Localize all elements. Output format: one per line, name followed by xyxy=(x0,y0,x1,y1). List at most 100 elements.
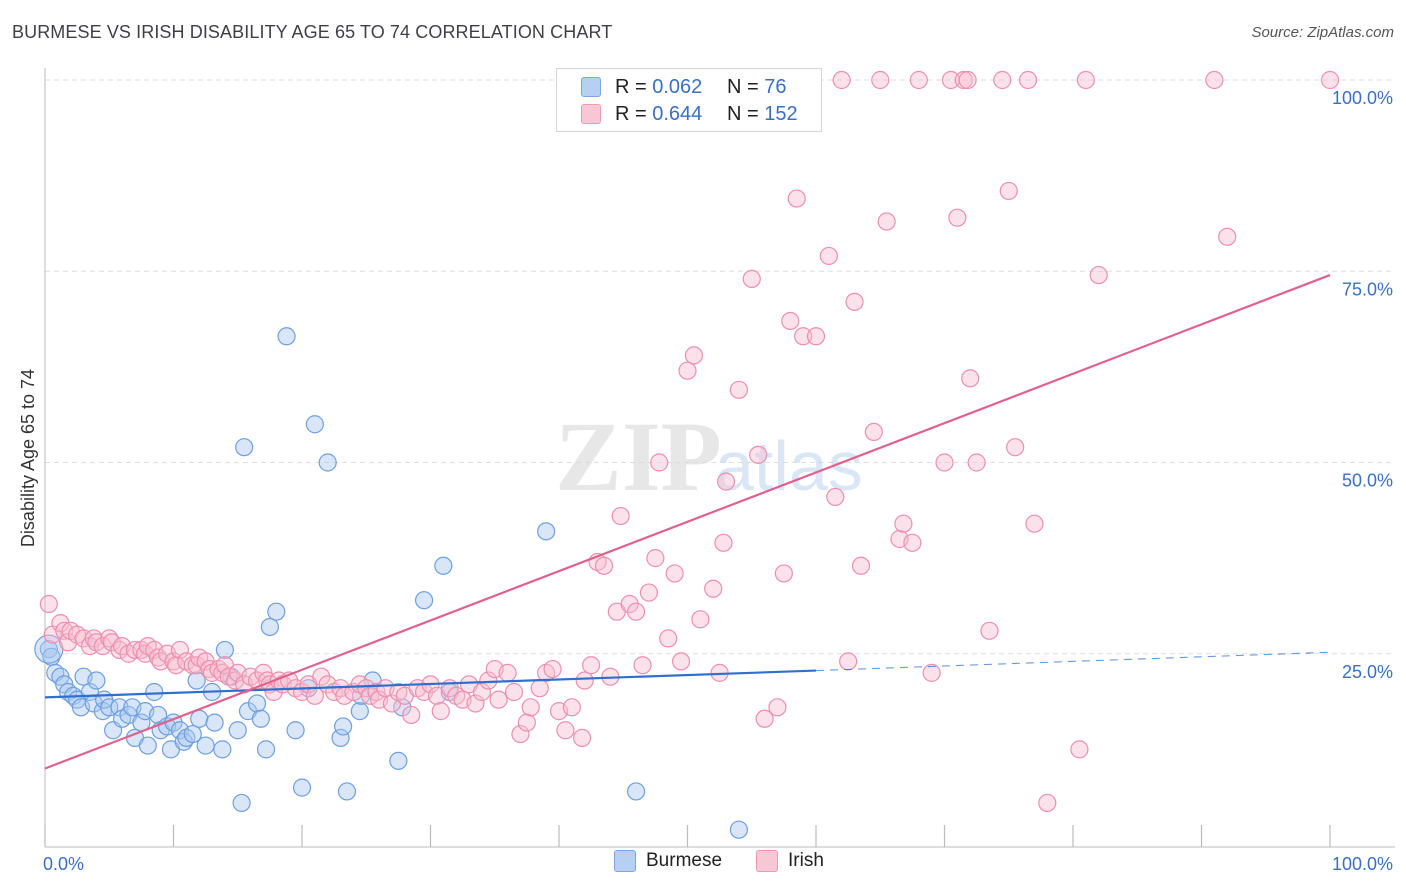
watermark: ZIP atlas xyxy=(555,401,863,512)
irish-point xyxy=(472,682,491,702)
irish-point xyxy=(819,246,838,266)
burmese-legend-swatch xyxy=(614,850,636,872)
irish-point xyxy=(958,70,977,90)
burmese-points xyxy=(34,327,749,839)
trend-lines xyxy=(44,274,1331,770)
series-legend: Burmese Irish xyxy=(0,850,1406,878)
irish-point xyxy=(839,652,858,671)
irish-point xyxy=(1025,514,1044,533)
burmese-point xyxy=(196,736,215,755)
irish-point xyxy=(787,189,806,208)
burmese-point xyxy=(138,736,157,755)
x-tick-label: 100.0% xyxy=(1332,854,1393,874)
irish-point xyxy=(832,70,851,90)
burmese-point xyxy=(232,793,251,813)
irish-point xyxy=(504,682,524,702)
irish-point xyxy=(1205,70,1224,90)
irish-trend-line xyxy=(44,274,1331,770)
irish-point xyxy=(575,671,594,690)
burmese-point xyxy=(318,453,337,472)
irish-n-label: N = xyxy=(727,102,765,125)
irish-point xyxy=(1076,70,1095,90)
y-axis-label: Disability Age 65 to 74 xyxy=(18,369,38,547)
irish-point xyxy=(466,694,485,713)
irish-point xyxy=(742,269,761,288)
irish-point xyxy=(646,549,665,568)
irish-point xyxy=(714,533,733,552)
irish-point xyxy=(431,702,450,721)
irish-point xyxy=(684,346,704,365)
irish-point xyxy=(894,514,913,533)
irish-point xyxy=(768,698,787,717)
legend-row-irish: R = 0.644 N = 152 xyxy=(581,101,827,127)
y-tick-label: 50.0% xyxy=(1342,471,1393,491)
burmese-point xyxy=(228,721,247,740)
x-tick-label: 0.0% xyxy=(43,854,84,874)
irish-point xyxy=(671,652,691,671)
irish-point xyxy=(704,579,723,598)
irish-point xyxy=(755,709,774,728)
irish-point xyxy=(903,533,922,552)
burmese-point xyxy=(205,713,224,732)
irish-point xyxy=(845,292,864,311)
correlation-legend: R = 0.062 N = 76 R = 0.644 N = 152 xyxy=(556,68,822,132)
burmese-swatch xyxy=(581,77,601,97)
irish-point xyxy=(102,633,121,652)
burmese-point xyxy=(215,640,234,660)
burmese-point xyxy=(183,724,202,744)
y-tick-label: 75.0% xyxy=(1342,279,1393,299)
burmese-point xyxy=(434,556,453,575)
irish-point xyxy=(864,422,883,441)
irish-point xyxy=(511,724,530,744)
burmese-point xyxy=(235,438,254,457)
irish-legend-label: Irish xyxy=(788,850,824,871)
irish-point xyxy=(517,713,536,732)
irish-legend-swatch xyxy=(756,850,778,872)
grid-lines xyxy=(45,79,1395,655)
irish-point xyxy=(639,583,659,602)
irish-point xyxy=(922,663,941,682)
irish-r-label: R = xyxy=(615,102,653,125)
irish-point xyxy=(1320,70,1340,90)
irish-point xyxy=(479,671,498,690)
burmese-point xyxy=(350,702,369,721)
irish-point xyxy=(1038,793,1057,813)
burmese-n-value: 76 xyxy=(764,75,787,98)
irish-point xyxy=(530,679,549,698)
irish-point xyxy=(877,212,896,231)
irish-point xyxy=(871,70,890,90)
tick-labels: 25.0% 50.0% 75.0% 100.0% 0.0% 100.0% xyxy=(43,88,1393,874)
irish-point xyxy=(954,70,973,90)
legend-item-irish[interactable]: Irish xyxy=(756,850,824,872)
burmese-point xyxy=(331,728,350,748)
legend-item-burmese[interactable]: Burmese xyxy=(614,850,722,872)
irish-point xyxy=(781,311,800,331)
irish-point xyxy=(659,629,678,648)
y-tick-label: 100.0% xyxy=(1332,88,1393,108)
irish-point xyxy=(961,369,980,388)
irish-point xyxy=(650,453,669,472)
irish-point xyxy=(562,698,581,717)
chart-title: BURMESE VS IRISH DISABILITY AGE 65 TO 74… xyxy=(12,22,613,42)
irish-n-value: 152 xyxy=(764,102,798,125)
burmese-point xyxy=(251,709,270,728)
burmese-point xyxy=(213,740,232,759)
burmese-r-label: R = xyxy=(615,75,653,98)
burmese-point xyxy=(256,740,276,759)
burmese-trend-line xyxy=(44,669,817,699)
irish-point xyxy=(498,663,517,682)
burmese-point xyxy=(87,671,106,690)
burmese-point xyxy=(260,617,279,637)
burmese-point xyxy=(190,709,209,728)
burmese-point xyxy=(626,782,646,801)
irish-point xyxy=(402,705,421,725)
burmese-point xyxy=(729,820,749,839)
burmese-point xyxy=(414,591,434,610)
irish-point xyxy=(556,721,575,740)
irish-point xyxy=(1089,265,1108,285)
irish-point xyxy=(170,640,190,660)
burmese-point xyxy=(537,522,556,541)
irish-point xyxy=(851,556,871,575)
burmese-point xyxy=(100,698,119,717)
